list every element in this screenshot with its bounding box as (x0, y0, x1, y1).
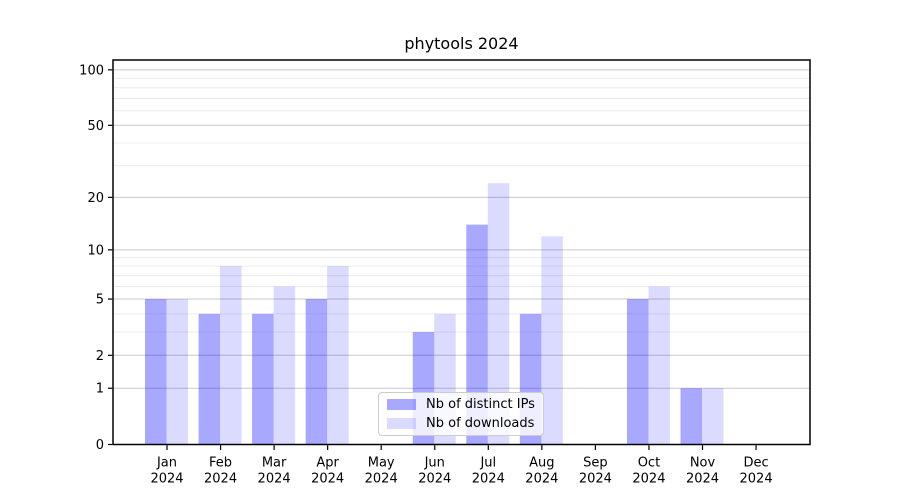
x-tick-label-month: Aug (529, 456, 554, 471)
legend-item-downloads: Nb of downloads (387, 414, 535, 432)
y-tick-label: 10 (87, 243, 104, 258)
x-tick-label-month: Jan (156, 456, 177, 471)
bar-downloads-feb (220, 266, 242, 445)
x-tick-label-month: Dec (743, 456, 768, 471)
x-tick-label-month: Nov (690, 456, 716, 471)
legend: Nb of distinct IPs Nb of downloads (378, 392, 544, 436)
x-tick-label-year: 2024 (365, 472, 398, 487)
bar-distinct-ips-oct (626, 299, 649, 445)
x-tick-label-month: Jun (424, 456, 445, 471)
x-tick-label-year: 2024 (204, 472, 237, 487)
bar-distinct-ips-apr (305, 299, 328, 445)
bar-distinct-ips-feb (198, 313, 221, 445)
bar-distinct-ips-nov (680, 388, 702, 445)
x-tick-label-year: 2024 (632, 472, 665, 487)
bar-downloads-jan (166, 299, 188, 445)
x-tick-label-month: Sep (583, 456, 608, 471)
bar-distinct-ips-jul (466, 224, 488, 445)
bar-downloads-jul (487, 183, 510, 445)
bar-distinct-ips-jan (145, 299, 167, 445)
bar-downloads-oct (648, 286, 670, 445)
y-tick-label: 5 (96, 293, 104, 308)
x-tick-label-year: 2024 (525, 472, 558, 487)
x-tick-label-month: Feb (209, 456, 232, 471)
bar-downloads-apr (327, 266, 349, 445)
y-tick-label: 20 (87, 191, 104, 206)
x-tick-label-year: 2024 (686, 472, 719, 487)
x-tick-label-year: 2024 (740, 472, 773, 487)
x-tick-label-year: 2024 (472, 472, 505, 487)
legend-swatch-distinct-ips (387, 399, 416, 411)
bar-downloads-mar (273, 286, 296, 445)
legend-swatch-downloads (387, 417, 416, 429)
chart-title: phytools 2024 (404, 34, 519, 53)
x-tick-label-year: 2024 (418, 472, 451, 487)
bar-downloads-nov (702, 388, 724, 445)
axes-border (112, 59, 811, 446)
y-tick-label: 50 (87, 119, 104, 134)
x-tick-label-month: Mar (262, 456, 287, 471)
x-tick-label-year: 2024 (579, 472, 612, 487)
y-tick-label: 1 (96, 382, 104, 397)
legend-label-downloads: Nb of downloads (426, 415, 535, 431)
x-tick-label-year: 2024 (150, 472, 183, 487)
legend-label-distinct-ips: Nb of distinct IPs (426, 397, 535, 413)
x-tick-label-year: 2024 (258, 472, 291, 487)
legend-item-distinct-ips: Nb of distinct IPs (387, 396, 535, 414)
x-tick-label-year: 2024 (311, 472, 344, 487)
y-tick-label: 100 (79, 63, 104, 78)
x-tick-label-month: Apr (316, 456, 339, 471)
x-tick-label-month: Oct (638, 456, 660, 471)
x-tick-label-month: May (368, 456, 395, 471)
bar-distinct-ips-mar (252, 313, 274, 445)
y-tick-label: 0 (96, 438, 104, 453)
bar-downloads-aug (541, 236, 563, 445)
x-tick-label-month: Jul (479, 456, 496, 471)
y-tick-label: 2 (96, 349, 104, 364)
